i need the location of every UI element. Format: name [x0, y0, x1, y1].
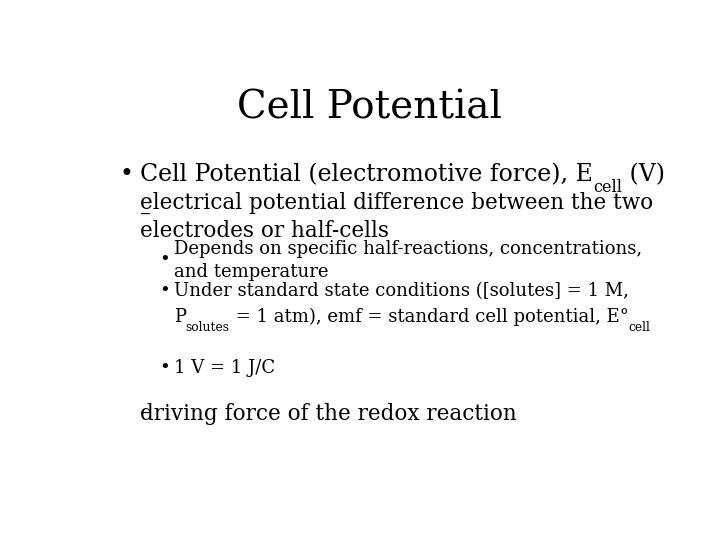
Text: solutes: solutes	[186, 321, 230, 334]
Text: Cell Potential (electromotive force), E: Cell Potential (electromotive force), E	[140, 164, 593, 186]
Text: Depends on specific half-reactions, concentrations,
and temperature: Depends on specific half-reactions, conc…	[174, 240, 642, 281]
Text: –: –	[140, 204, 151, 226]
Text: –: –	[140, 403, 151, 425]
Text: •: •	[119, 164, 133, 186]
Text: cell: cell	[593, 179, 622, 196]
Text: 1 V = 1 J/C: 1 V = 1 J/C	[174, 359, 275, 377]
Text: P: P	[174, 308, 186, 326]
Text: electrical potential difference between the two
electrodes or half-cells: electrical potential difference between …	[140, 192, 653, 241]
Text: •: •	[160, 251, 171, 269]
Text: driving force of the redox reaction: driving force of the redox reaction	[140, 403, 517, 425]
Text: Cell Potential: Cell Potential	[237, 90, 501, 127]
Text: •: •	[160, 359, 171, 377]
Text: •: •	[160, 282, 171, 300]
Text: (V): (V)	[622, 164, 665, 186]
Text: = 1 atm), emf = standard cell potential, E°: = 1 atm), emf = standard cell potential,…	[230, 308, 629, 326]
Text: Under standard state conditions ([solutes] = 1 M,: Under standard state conditions ([solute…	[174, 281, 629, 300]
Text: cell: cell	[629, 321, 650, 334]
